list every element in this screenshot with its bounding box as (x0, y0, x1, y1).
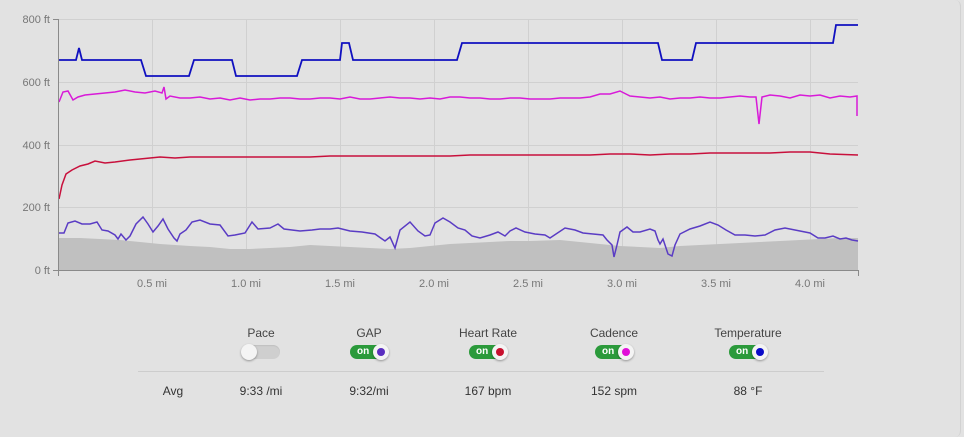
y-tick-label: 600 ft (22, 77, 50, 89)
toggle-heart-rate: Heart Rate on (428, 325, 548, 364)
x-tick-label: 3.0 mi (607, 278, 637, 290)
toggle-temperature: Temperature on (688, 325, 808, 364)
elevation-area (59, 238, 858, 270)
toggle-on-text: on (357, 346, 370, 357)
toggle-knob (618, 344, 634, 360)
toggle-label: Temperature (714, 326, 782, 340)
temperature-color-dot-icon (756, 348, 764, 356)
heart-rate-line (58, 151, 859, 200)
avg-cadence: 152 spm (590, 384, 638, 398)
y-tick-label: 0 ft (35, 265, 50, 277)
stream-toggles: Pace GAP on Heart Rate on Cadence on Tem… (0, 325, 964, 360)
avg-gap: 9:32/mi (349, 384, 389, 398)
avg-label: Avg (162, 384, 184, 398)
toggle-cadence: Cadence on (554, 325, 674, 364)
gap-color-dot-icon (377, 348, 385, 356)
x-tick-label: 1.0 mi (231, 278, 261, 290)
toggle-pace: Pace (201, 325, 321, 364)
x-tick-label: 3.5 mi (701, 278, 731, 290)
toggle-label: Heart Rate (458, 326, 518, 340)
toggle-knob (373, 344, 389, 360)
heart-rate-toggle-switch[interactable]: on (469, 344, 508, 360)
toggle-on-text: on (736, 346, 749, 357)
temperature-toggle-switch[interactable]: on (729, 344, 768, 360)
toggle-label: Cadence (589, 326, 639, 340)
gap-toggle-switch[interactable]: on (350, 344, 389, 360)
averages-row: Avg 9:33 /mi 9:32/mi 167 bpm 152 spm 88 … (0, 384, 964, 400)
cadence-color-dot-icon (622, 348, 630, 356)
toggle-knob (492, 344, 508, 360)
temperature-line (59, 24, 858, 77)
y-tick-label: 800 ft (22, 14, 50, 26)
gap-line (59, 215, 859, 258)
toggle-gap: GAP on (309, 325, 429, 364)
divider (138, 371, 824, 372)
stream-chart: 800 ft 600 ft 400 ft 200 ft 0 ft 0.5 mi … (22, 14, 859, 290)
x-tick-label: 0.5 mi (137, 278, 167, 290)
grid (59, 19, 858, 270)
cadence-line (58, 86, 858, 125)
toggle-label: Pace (247, 326, 275, 340)
toggle-on-text: on (602, 346, 615, 357)
x-tick-label: 4.0 mi (795, 278, 825, 290)
avg-temperature: 88 °F (733, 384, 763, 398)
x-tick-label: 2.0 mi (419, 278, 449, 290)
x-tick-label: 1.5 mi (325, 278, 355, 290)
toggle-on-text: on (476, 346, 489, 357)
toggle-label: GAP (356, 326, 382, 340)
cadence-toggle-switch[interactable]: on (595, 344, 634, 360)
axes (53, 19, 859, 276)
heart-rate-color-dot-icon (496, 348, 504, 356)
y-tick-label: 400 ft (22, 140, 50, 152)
x-tick-label: 2.5 mi (513, 278, 543, 290)
pace-toggle-switch[interactable] (241, 344, 280, 360)
toggle-knob (241, 344, 257, 360)
avg-heart-rate: 167 bpm (464, 384, 512, 398)
avg-pace: 9:33 /mi (239, 384, 283, 398)
toggle-knob (752, 344, 768, 360)
y-tick-label: 200 ft (22, 202, 50, 214)
